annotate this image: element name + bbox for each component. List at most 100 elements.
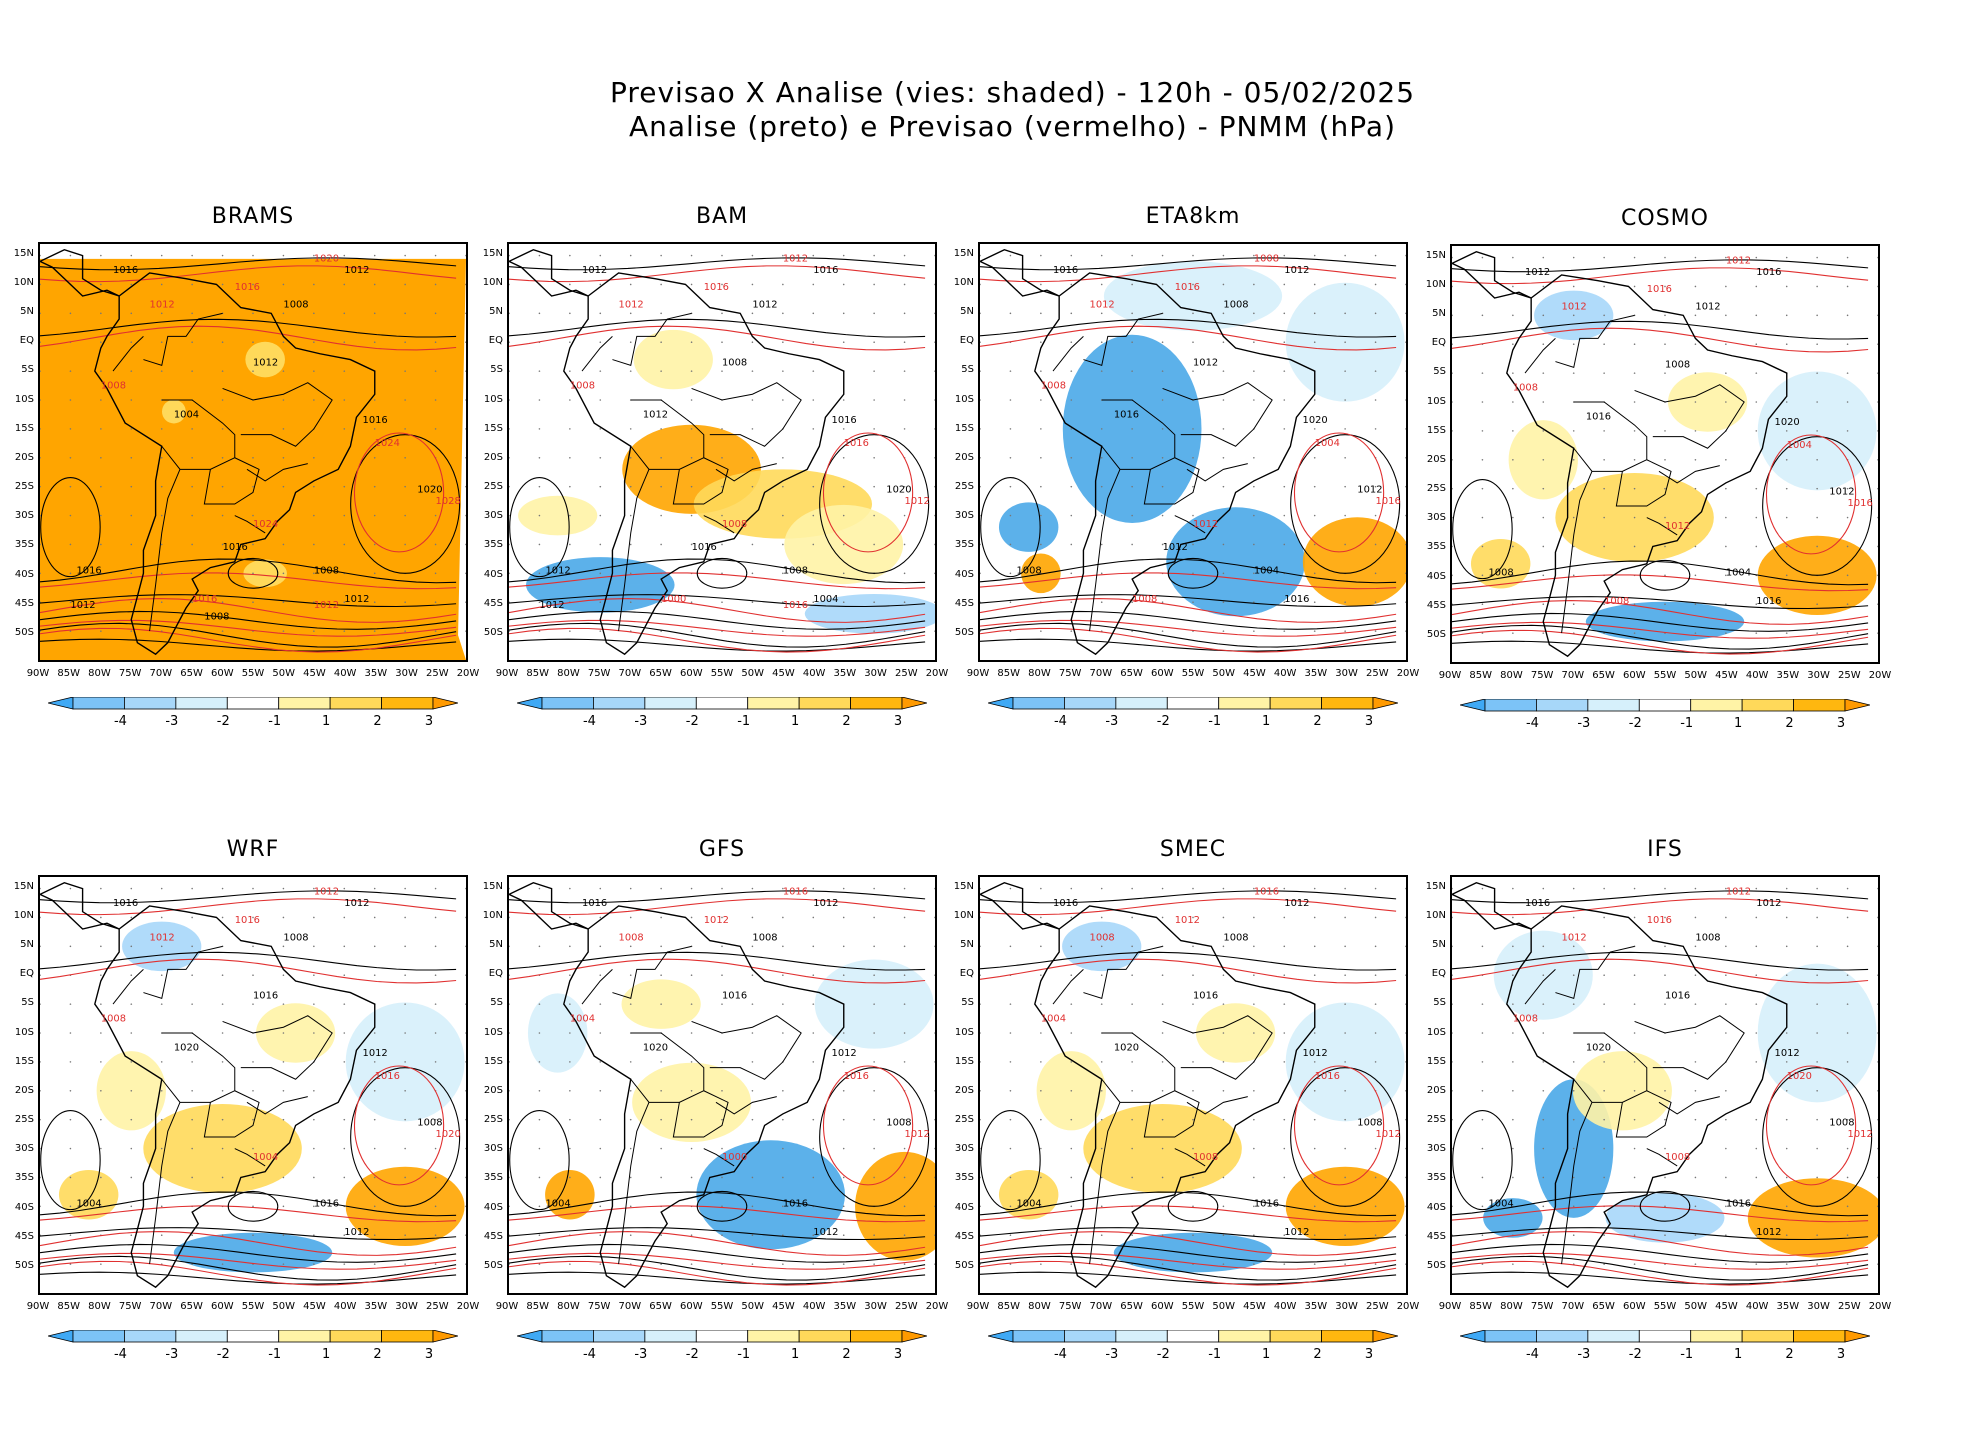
forecast-isobar (980, 265, 1397, 283)
panel-title: BRAMS (211, 204, 295, 229)
country-border (1658, 465, 1720, 484)
lat-tick-label: 5N (1432, 939, 1446, 950)
analysis-isobar (1452, 1243, 1869, 1263)
analysis-isobar (40, 1255, 457, 1281)
lat-tick-label: 10S (1426, 1026, 1446, 1038)
forecast-isobar (1452, 898, 1869, 916)
isobar-label-analysis: 1004 (546, 1198, 571, 1209)
colorbar-tick-label: -4 (1054, 1347, 1067, 1362)
isobar-label-forecast: 1028 (436, 496, 461, 507)
panel-title: GFS (698, 837, 746, 862)
isobar-label-forecast: 1008 (1513, 1013, 1538, 1024)
isobar-label-analysis: 1012 (70, 600, 95, 611)
lat-tick-label: 5N (489, 306, 503, 317)
country-border (691, 382, 802, 447)
south-america-coastline (94, 272, 376, 656)
colorbar-segment (798, 696, 851, 710)
lon-tick-label: 25W (894, 1301, 918, 1312)
central-america-coastline (509, 249, 589, 297)
isobar-label-analysis: 1016 (1525, 898, 1550, 909)
colorbar-segment (1064, 1329, 1117, 1343)
forecast-isobar (509, 1231, 926, 1256)
colorbar-tick-label: -4 (1054, 714, 1067, 729)
colorbar-segment (1115, 696, 1168, 710)
colorbar-segment (1793, 1329, 1846, 1343)
forecast-isobar (40, 1205, 457, 1223)
forecast-isobar (353, 1065, 445, 1186)
isobar-label-analysis: 1012 (832, 1048, 857, 1059)
lon-tick-label: 75W (118, 668, 142, 679)
forecast-isobar (980, 1260, 1397, 1286)
colorbar-segment (747, 1329, 800, 1343)
bias-map: 1016 1012 1008 1016 1020 1012 1008 1004 1016 1012… (1450, 875, 1880, 1295)
isobar-label-analysis: 1012 (539, 600, 564, 611)
lon-tick-label: 65W (1592, 670, 1615, 681)
lat-tick-label: 25S (483, 481, 503, 492)
colorbar-extend-high (1844, 698, 1871, 712)
isobar-label-analysis: 1012 (1775, 1048, 1800, 1059)
forecast-isobar (822, 1065, 914, 1186)
lat-tick-label: 10S (954, 1026, 974, 1038)
colorbar-tick-label: -3 (1105, 714, 1118, 729)
analysis-isobar (509, 1243, 926, 1263)
lat-tick-label: 5N (960, 306, 974, 317)
analysis-isobar (980, 1243, 1397, 1263)
forecast-isobar (509, 265, 926, 283)
lon-tick-label: 20W (925, 668, 949, 679)
isobar-label-analysis: 1016 (832, 415, 857, 426)
forecast-isobar (1452, 629, 1869, 655)
colorbar-tick-label: -4 (583, 1347, 596, 1362)
lat-tick-label: 40S (483, 568, 503, 580)
isobar-label-forecast: 1016 (704, 282, 729, 293)
colorbar-segment (1587, 698, 1640, 712)
colorbar-segment (1638, 698, 1692, 712)
country-border (222, 382, 333, 447)
forecast-isobar (509, 598, 926, 623)
isobar-label-forecast: 1012 (1376, 1129, 1401, 1140)
isobar-label-forecast: 1008 (570, 380, 595, 391)
lon-tick-label: 55W (710, 1301, 734, 1312)
panel-eta8km: ETA8km 1016 1012 1008 1012 1016 1020 1012 1008 10… (954, 204, 1425, 729)
lat-tick-label: 5S (490, 997, 503, 1009)
analysis-isobar (980, 1255, 1397, 1281)
central-america-coastline (1452, 882, 1532, 930)
analysis-isobar (1452, 1191, 1869, 1217)
colorbar-tick-label: 3 (425, 1347, 433, 1362)
forecast-isobar (1452, 327, 1869, 353)
country-border (246, 463, 308, 482)
lon-tick-label: 25W (894, 668, 918, 679)
lat-tick-label: 15S (1426, 1055, 1446, 1067)
lon-tick-label: 50W (1212, 668, 1236, 679)
colorbar-segment (1741, 1329, 1794, 1343)
map-canvas: 1016 1012 1008 1012 1004 1016 1020 1016 1008 1012… (40, 249, 466, 660)
analysis-isobar (509, 610, 926, 630)
forecast-isobar (509, 627, 926, 653)
lat-tick-label: 50S (1426, 628, 1446, 640)
central-america-coastline (40, 882, 120, 930)
colorbar-segment (1536, 698, 1589, 712)
isobar-label-forecast: 1012 (1090, 300, 1115, 311)
isobar-label-analysis: 1016 (314, 1198, 339, 1209)
lat-tick-label: 20S (954, 451, 974, 463)
colorbar-tick-label: -1 (737, 714, 750, 729)
colorbar-tick-label: -1 (1208, 714, 1221, 729)
analysis-isobar (980, 318, 1397, 338)
lon-tick-label: 40W (802, 668, 826, 679)
country-border (1573, 1032, 1648, 1103)
lon-tick-label: 45W (303, 668, 326, 679)
lat-tick-label: 15S (1426, 424, 1446, 436)
lat-tick-label: 50S (483, 1259, 503, 1271)
lon-tick-label: 35W (833, 1301, 857, 1312)
lon-tick-label: 80W (88, 1301, 111, 1312)
isobar-label-analysis: 1016 (113, 265, 138, 276)
lat-tick-label: 15S (483, 422, 503, 434)
lat-tick-label: 40S (14, 568, 34, 580)
colorbar-tick-label: -1 (268, 714, 281, 729)
bias-map: 1012 1016 1012 1008 1012 1016 1020 1012 1008 1004… (507, 242, 937, 662)
colorbar-tick-label: -3 (634, 714, 647, 729)
colorbar-tick-label: 3 (1837, 716, 1845, 731)
lon-tick-label: 25W (1365, 668, 1389, 679)
analysis-isobar (40, 1271, 457, 1285)
lon-tick-label: 20W (456, 1301, 480, 1312)
